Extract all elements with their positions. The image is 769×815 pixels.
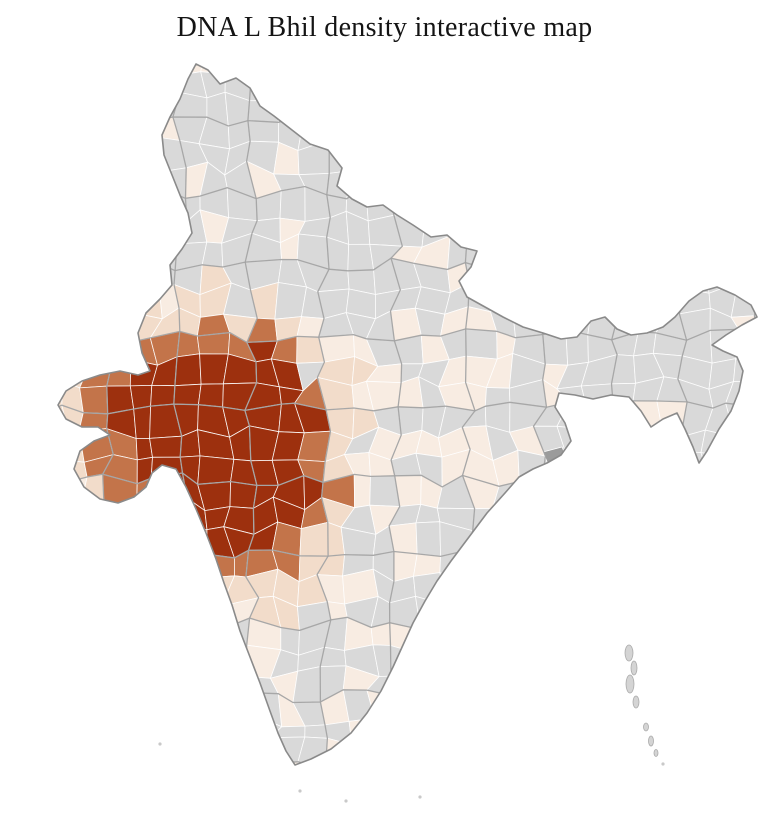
district[interactable] — [735, 328, 759, 366]
state-border — [58, 760, 757, 765]
district[interactable] — [389, 189, 427, 216]
district[interactable] — [412, 618, 443, 653]
district[interactable] — [613, 400, 639, 436]
district[interactable] — [304, 724, 328, 739]
state-border — [41, 41, 769, 55]
district[interactable] — [281, 761, 306, 791]
district[interactable] — [353, 473, 371, 509]
state-border — [29, 55, 42, 815]
district[interactable] — [678, 261, 710, 294]
district[interactable] — [542, 446, 571, 475]
district[interactable] — [365, 185, 395, 222]
state-border — [58, 112, 757, 127]
district[interactable] — [700, 452, 729, 481]
district[interactable] — [348, 717, 378, 748]
district[interactable] — [197, 455, 235, 485]
island[interactable] — [624, 644, 634, 662]
state-border — [748, 64, 757, 765]
district[interactable] — [542, 329, 569, 366]
district[interactable] — [753, 288, 769, 317]
district[interactable] — [154, 242, 178, 272]
district[interactable] — [78, 412, 109, 432]
district[interactable] — [347, 243, 375, 272]
district[interactable] — [268, 725, 306, 739]
district[interactable] — [439, 571, 470, 606]
district[interactable] — [174, 529, 208, 557]
district[interactable] — [53, 426, 85, 463]
district[interactable] — [277, 90, 305, 123]
district[interactable] — [517, 449, 546, 485]
district[interactable] — [415, 521, 442, 557]
districts-layer — [32, 64, 769, 791]
island-dot — [418, 795, 422, 799]
district[interactable] — [345, 166, 378, 200]
state-border — [58, 400, 757, 415]
district[interactable] — [753, 315, 769, 336]
district[interactable] — [136, 456, 153, 485]
district[interactable] — [730, 281, 760, 318]
district[interactable] — [539, 316, 567, 335]
district[interactable] — [102, 331, 140, 361]
district[interactable] — [733, 358, 759, 383]
district[interactable] — [465, 328, 498, 360]
district[interactable] — [556, 401, 593, 431]
state-border — [316, 64, 332, 765]
district[interactable] — [656, 400, 688, 438]
page-title: DNA L Bhil density interactive map — [176, 12, 593, 43]
district[interactable] — [247, 120, 280, 143]
district[interactable] — [279, 186, 306, 222]
district[interactable] — [197, 383, 224, 408]
district[interactable] — [150, 456, 183, 479]
island-dot — [344, 799, 348, 803]
district[interactable] — [490, 282, 514, 313]
district[interactable] — [565, 329, 589, 366]
state-border — [58, 184, 757, 200]
island[interactable] — [630, 660, 638, 676]
island[interactable] — [625, 674, 635, 694]
district[interactable] — [297, 761, 326, 791]
island-dot — [661, 762, 665, 766]
state-border — [604, 64, 620, 765]
state-border — [58, 688, 757, 704]
islands-layer — [158, 644, 665, 803]
district[interactable] — [133, 405, 152, 439]
district[interactable] — [229, 481, 258, 509]
district[interactable] — [564, 308, 592, 336]
district[interactable] — [415, 595, 448, 631]
district[interactable] — [32, 380, 63, 414]
district[interactable] — [56, 476, 88, 511]
district[interactable] — [703, 256, 739, 294]
island-dot — [298, 789, 302, 793]
island[interactable] — [632, 695, 640, 709]
district[interactable] — [390, 644, 414, 679]
district[interactable] — [173, 383, 202, 406]
district[interactable] — [129, 384, 153, 410]
district[interactable] — [464, 262, 497, 284]
island[interactable] — [653, 749, 659, 757]
district[interactable] — [150, 472, 188, 499]
island-dot — [158, 742, 162, 746]
district[interactable] — [79, 385, 109, 415]
district[interactable] — [470, 530, 497, 550]
district[interactable] — [34, 404, 68, 432]
district[interactable] — [150, 384, 176, 407]
district[interactable] — [174, 353, 202, 387]
island[interactable] — [643, 722, 649, 732]
district[interactable] — [725, 402, 759, 438]
island[interactable] — [648, 735, 654, 747]
district[interactable] — [102, 305, 140, 342]
india-outline — [57, 63, 758, 766]
district[interactable] — [221, 644, 248, 677]
district[interactable] — [149, 435, 183, 458]
state-border — [58, 328, 757, 344]
